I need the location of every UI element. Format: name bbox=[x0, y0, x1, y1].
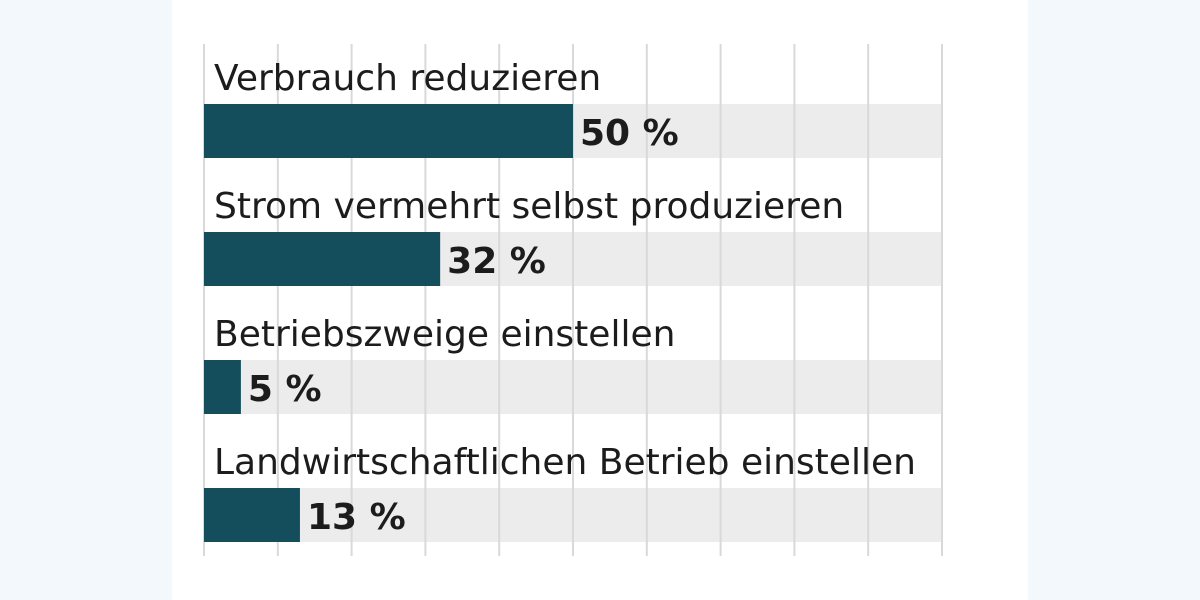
bar bbox=[204, 232, 441, 286]
bar bbox=[204, 104, 573, 158]
value-label: 50 % bbox=[580, 113, 679, 154]
bars: Verbrauch reduzieren 50 % Strom vermehrt s… bbox=[204, 58, 916, 542]
category-label: Betriebszweige einstellen bbox=[214, 314, 675, 355]
bar bbox=[204, 488, 300, 542]
category-label: Strom vermehrt selbst produzieren bbox=[214, 186, 844, 227]
bar bbox=[204, 360, 241, 414]
gridlines bbox=[203, 44, 943, 556]
category-label: Verbrauch reduzieren bbox=[214, 58, 601, 99]
value-label: 5 % bbox=[248, 369, 322, 410]
category-label: Landwirtschaftlichen Betrieb einstellen bbox=[214, 442, 916, 483]
value-label: 13 % bbox=[307, 497, 406, 538]
value-label: 32 % bbox=[447, 241, 546, 282]
